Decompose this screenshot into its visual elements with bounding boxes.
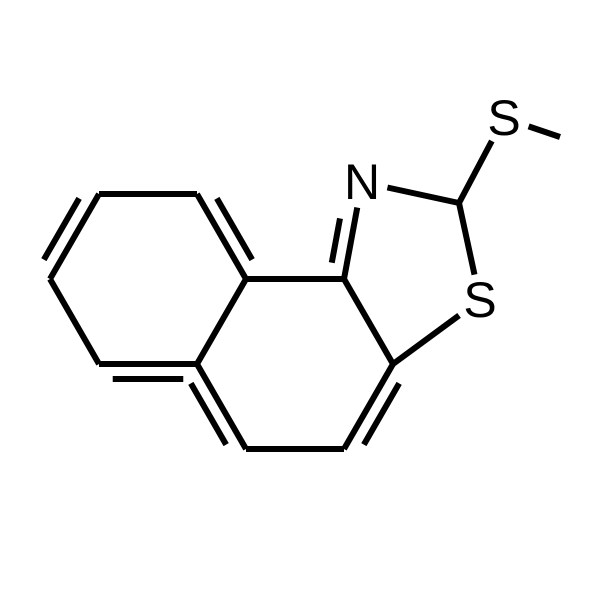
- bond: [459, 203, 475, 275]
- bond: [387, 188, 459, 204]
- bond: [44, 198, 79, 259]
- bond: [393, 315, 459, 364]
- bond: [50, 279, 99, 364]
- atom-label-s: S: [487, 90, 520, 146]
- bond: [364, 383, 399, 444]
- bond: [529, 126, 560, 137]
- bond: [459, 141, 492, 203]
- molecule-canvas: N S S: [0, 0, 600, 600]
- bond: [217, 198, 252, 259]
- bond: [344, 279, 393, 364]
- atom-label-s: S: [463, 272, 496, 328]
- bond: [191, 383, 226, 444]
- atom-label-n: N: [344, 154, 380, 210]
- bond: [332, 218, 340, 262]
- bond: [344, 208, 357, 279]
- bond: [197, 279, 246, 364]
